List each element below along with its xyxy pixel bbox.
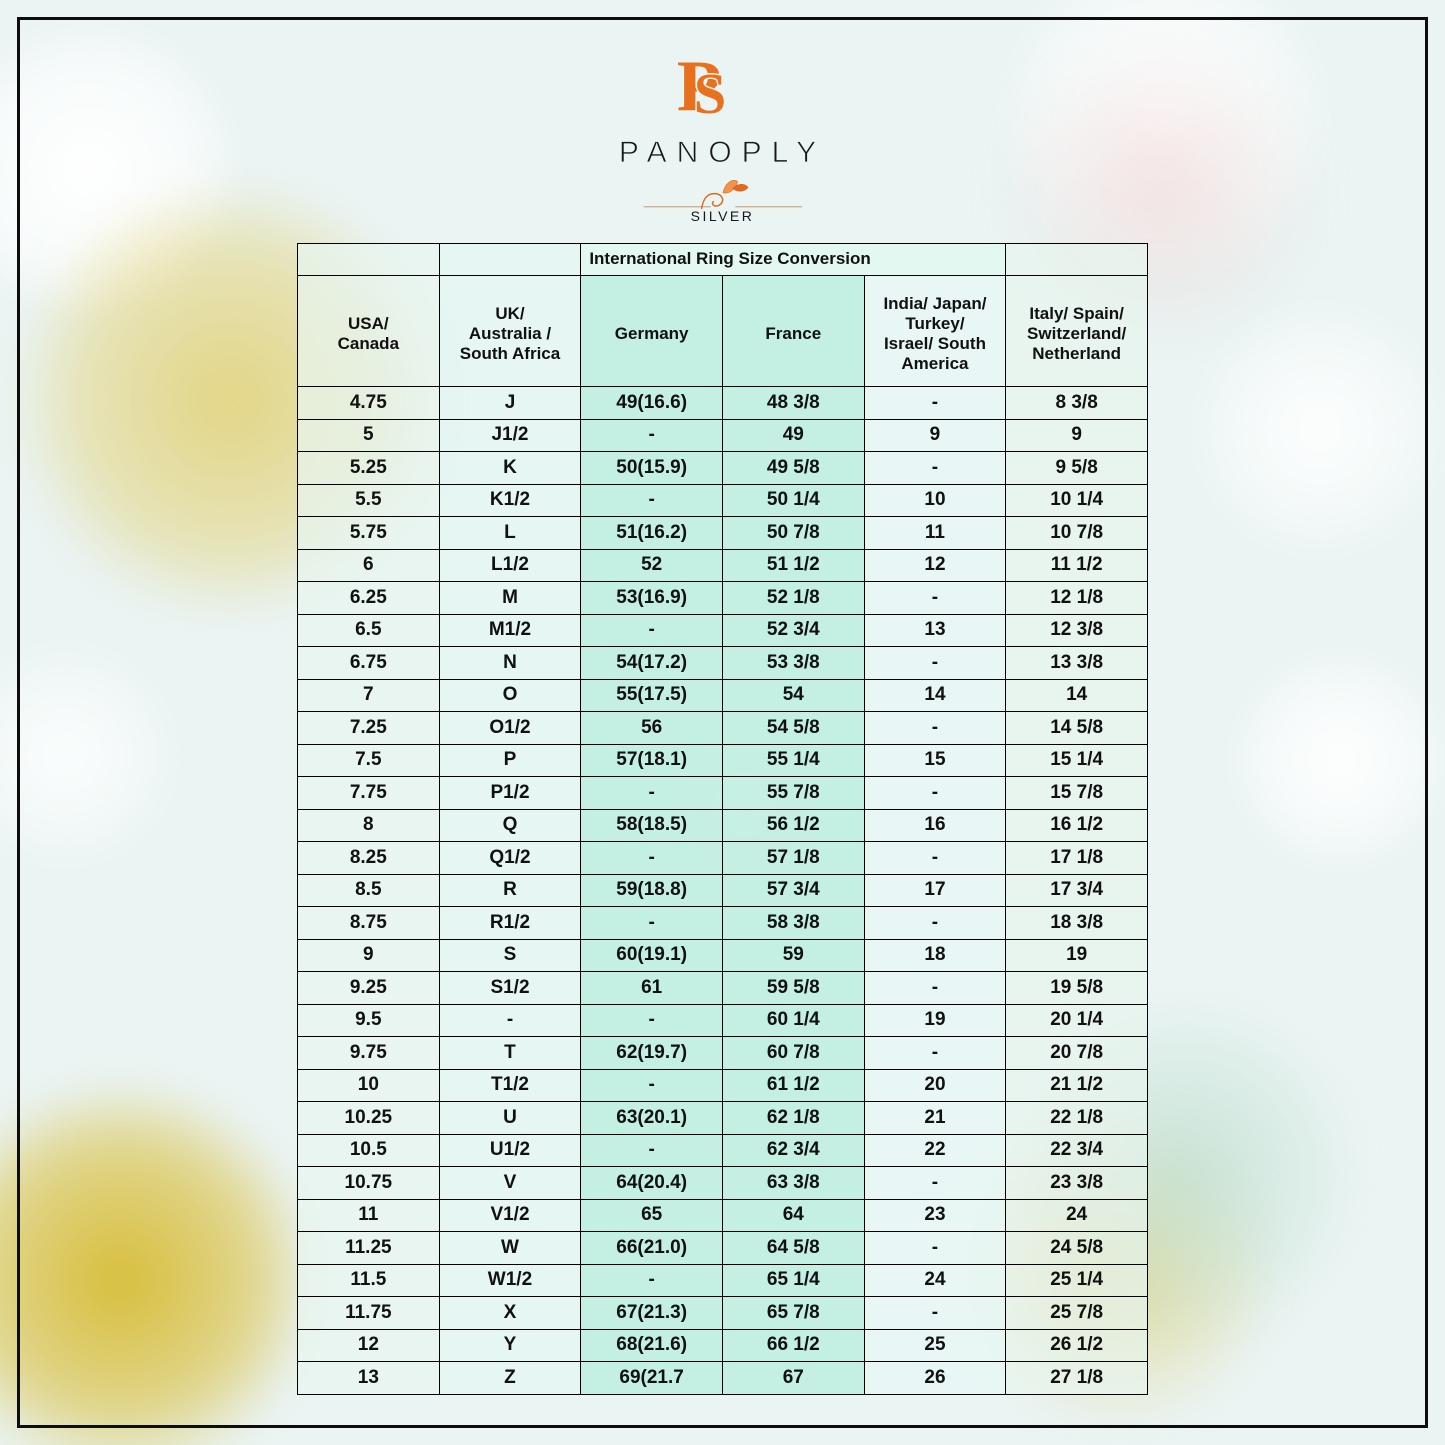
svg-text:S: S xyxy=(693,61,726,126)
